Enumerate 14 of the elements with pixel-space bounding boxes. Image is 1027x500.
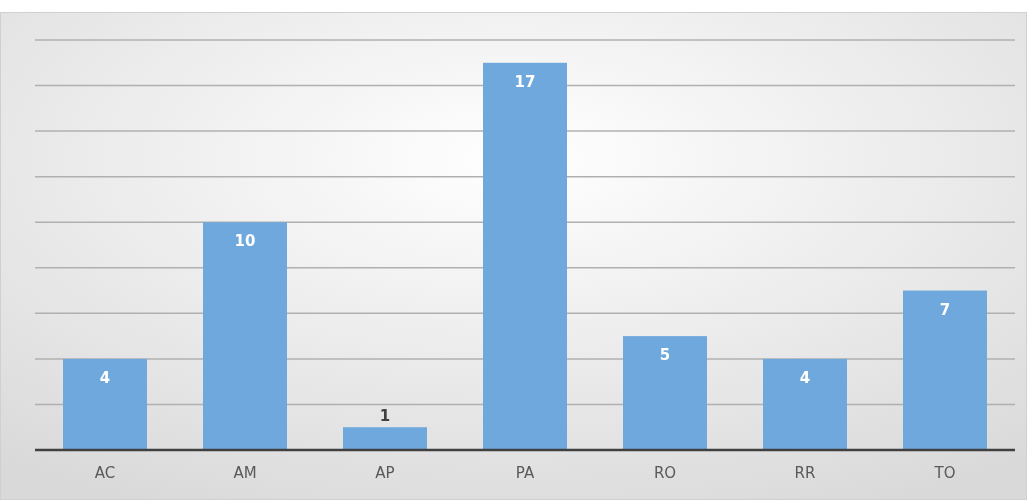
x-tick-label: AP xyxy=(375,464,395,482)
x-tick-label: TO xyxy=(933,464,956,482)
data-label: 1 xyxy=(379,407,391,426)
x-tick-label: AM xyxy=(233,464,257,482)
x-tick-label: PA xyxy=(515,464,535,482)
data-label: 7 xyxy=(939,300,951,319)
data-label: 4 xyxy=(799,368,811,387)
data-label: 5 xyxy=(659,346,671,365)
data-label: 17 xyxy=(514,72,536,91)
x-tick-label: AC xyxy=(94,464,116,482)
data-label: 10 xyxy=(234,232,256,251)
x-tick-label: RO xyxy=(653,464,677,482)
data-label: 4 xyxy=(99,368,111,387)
x-tick-label: RR xyxy=(794,464,816,482)
